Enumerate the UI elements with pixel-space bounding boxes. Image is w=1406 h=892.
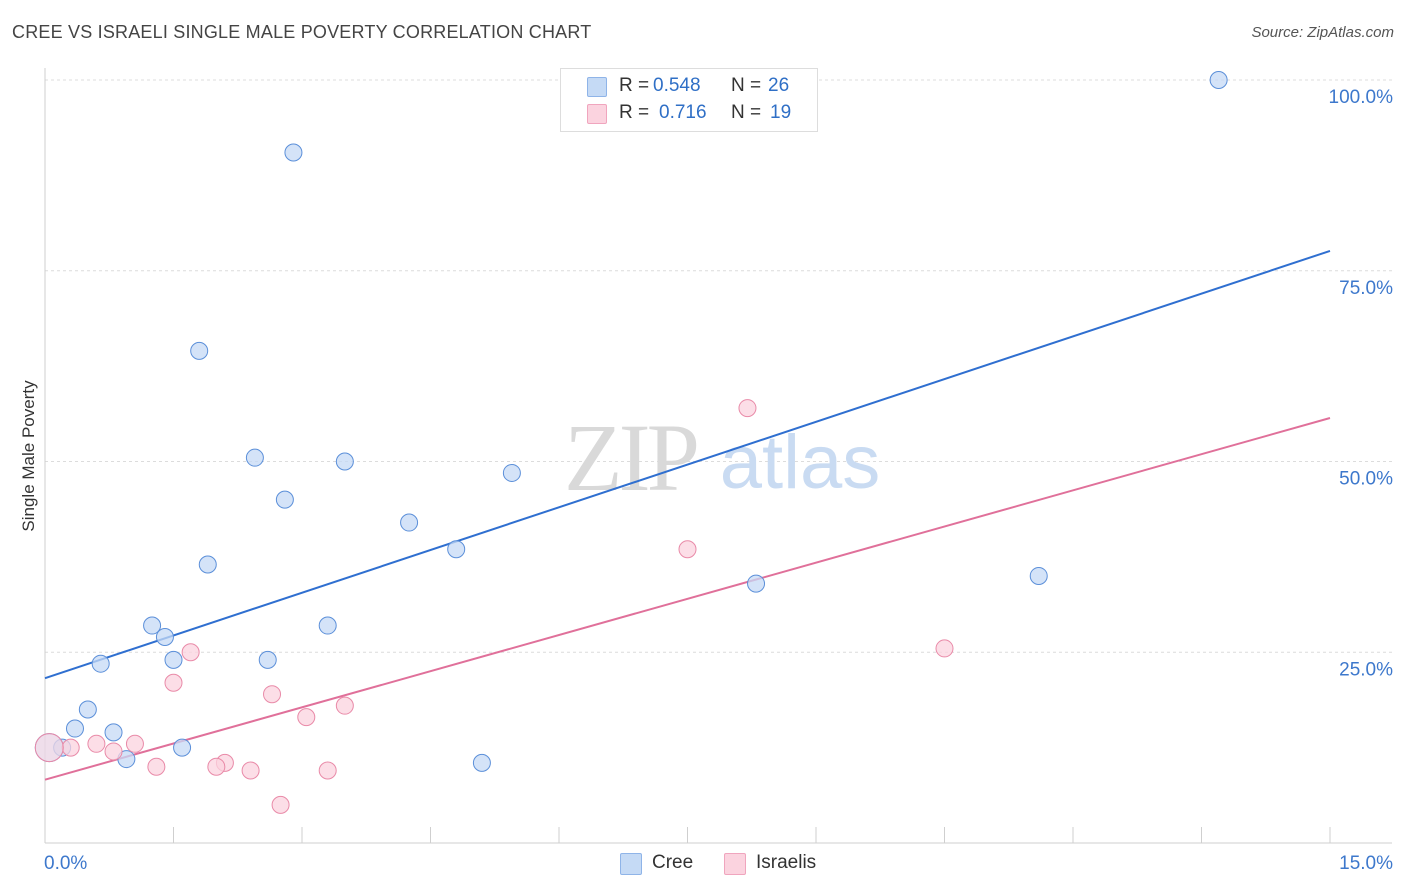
cree-point [245, 448, 264, 467]
r-label: R = [619, 102, 650, 123]
israelis-point [34, 733, 64, 763]
israelis-legend-swatch [724, 853, 746, 875]
watermark: ZIP atlas [564, 404, 880, 511]
cree-point [198, 555, 217, 574]
israelis-point [678, 540, 697, 559]
israelis-point [181, 643, 200, 662]
israelis-point [241, 761, 260, 780]
n-label: N = [731, 102, 762, 123]
n-label: N = [731, 75, 762, 96]
israelis-point [207, 757, 226, 776]
x-tick-label-min: 0.0% [44, 853, 87, 874]
cree-swatch [587, 77, 607, 97]
cree-point [78, 700, 97, 719]
israelis-point [297, 708, 316, 727]
israelis-swatch [587, 104, 607, 124]
cree-point [1209, 71, 1228, 89]
cree-point [164, 650, 183, 669]
axes [44, 68, 1392, 844]
israelis-point [738, 399, 757, 418]
y-axis-label: Single Male Poverty [19, 380, 38, 532]
cree-legend-label: Cree [652, 852, 694, 873]
israelis-point [271, 795, 290, 814]
y-tick-label: 50.0% [1339, 469, 1393, 490]
cree-point [1029, 566, 1048, 585]
israelis-point [318, 761, 337, 780]
cree-point [104, 723, 123, 742]
cree-point [143, 616, 162, 635]
israelis-r-value: 0.716 [659, 102, 707, 123]
trend-lines [44, 249, 1331, 781]
cree-point [318, 616, 337, 635]
y-tick-label: 25.0% [1339, 659, 1393, 680]
watermark-atlas: atlas [720, 420, 881, 505]
grid-lines [45, 79, 1392, 653]
israelis-trend-line [44, 417, 1331, 781]
cree-point [447, 540, 466, 559]
cree-point [284, 143, 303, 162]
israelis-point [61, 738, 80, 757]
cree-point [502, 463, 521, 482]
cree-point [190, 341, 209, 360]
cree-n-value: 26 [768, 75, 790, 96]
stats-legend: R = 0.548 N = 26 R = 0.716 N = 19 [560, 68, 818, 132]
cree-point [747, 574, 766, 593]
cree-point [173, 738, 192, 757]
cree-legend-swatch [620, 853, 642, 875]
israelis-point [147, 757, 166, 776]
cree-point [335, 452, 354, 471]
israelis-point [87, 734, 106, 753]
israelis-point [164, 673, 183, 692]
cree-point [275, 490, 294, 509]
data-points [34, 71, 1228, 814]
cree-trend-line [44, 249, 1331, 680]
cree-r-value: 0.548 [653, 75, 701, 96]
cree-point [65, 719, 84, 738]
israelis-point [125, 734, 144, 753]
chart-title: CREE VS ISRAELI SINGLE MALE POVERTY CORR… [12, 22, 592, 42]
y-tick-label: 100.0% [1329, 87, 1394, 108]
cree-point [258, 650, 277, 669]
cree-point [400, 513, 419, 532]
israelis-point [935, 639, 954, 658]
source-label: Source: ZipAtlas.com [1251, 24, 1394, 41]
watermark-zip: ZIP [564, 404, 697, 511]
x-tick-label-max: 15.0% [1339, 853, 1393, 874]
israelis-n-value: 19 [770, 102, 792, 123]
y-tick-label: 75.0% [1339, 278, 1393, 299]
cree-point [155, 627, 174, 646]
cree-point [472, 753, 491, 772]
r-label: R = [619, 75, 650, 96]
israelis-legend-label: Israelis [756, 852, 817, 873]
cree-point [91, 654, 110, 673]
israelis-point [335, 696, 354, 715]
israelis-point [104, 742, 123, 761]
israelis-point [263, 685, 282, 704]
tick-labels: 25.0% 50.0% 75.0% 100.0% 0.0% 15.0% [44, 87, 1393, 874]
